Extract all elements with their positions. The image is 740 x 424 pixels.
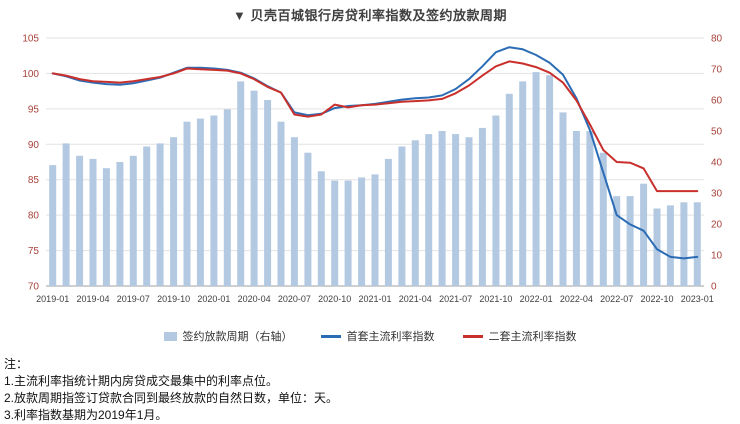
svg-text:2021-07: 2021-07 (439, 294, 472, 304)
svg-text:70: 70 (28, 282, 40, 293)
legend-label-loan-cycle: 签约放款周期（右轴） (182, 331, 293, 343)
svg-text:20: 20 (711, 220, 723, 231)
svg-text:2020-07: 2020-07 (278, 294, 311, 304)
svg-text:90: 90 (28, 140, 40, 151)
svg-text:2021-10: 2021-10 (479, 294, 512, 304)
svg-text:2021-04: 2021-04 (399, 294, 432, 304)
footnotes: 注： 1.主流利率指统计期内房贷成交最集中的利率点位。 2.放款周期指签订贷款合… (4, 356, 740, 424)
svg-text:2020-10: 2020-10 (318, 294, 351, 304)
footnote-line-1: 1.主流利率指统计期内房贷成交最集中的利率点位。 (4, 374, 279, 389)
svg-text:30: 30 (711, 189, 723, 200)
svg-text:75: 75 (28, 246, 40, 257)
svg-text:0: 0 (711, 282, 717, 293)
footnote-line-3: 3.利率指数基期为2019年1月。 (4, 408, 168, 423)
svg-text:2019-01: 2019-01 (36, 294, 69, 304)
svg-text:100: 100 (22, 69, 39, 80)
svg-text:50: 50 (711, 127, 723, 138)
legend-label-second-home: 二套主流利率指数 (488, 331, 577, 343)
svg-text:2022-10: 2022-10 (640, 294, 673, 304)
svg-text:2023-01: 2023-01 (681, 294, 714, 304)
legend-item-second-home: 二套主流利率指数 (462, 328, 577, 344)
svg-text:2019-04: 2019-04 (76, 294, 109, 304)
svg-text:2022-04: 2022-04 (560, 294, 593, 304)
chart-title: ▼ 贝壳百城银行房贷利率指数及签约放款周期 (233, 8, 507, 23)
svg-text:2021-01: 2021-01 (358, 294, 391, 304)
svg-text:80: 80 (28, 211, 40, 222)
legend-label-first-home: 首套主流利率指数 (346, 331, 435, 343)
legend-item-loan-cycle: 签约放款周期（右轴） (163, 328, 293, 344)
mortgage-rate-chart: 70 75 80 85 90 95 100 105 0 10 20 30 40 50 60 70 80 2019-… (22, 34, 723, 305)
svg-text:40: 40 (711, 158, 723, 169)
svg-text:2020-04: 2020-04 (238, 294, 271, 304)
svg-text:2022-01: 2022-01 (520, 294, 553, 304)
legend-bar-swatch (163, 331, 177, 341)
footnote-line-2: 2.放款周期指签订贷款合同到最终放款的自然日数，单位：天。 (4, 391, 339, 406)
svg-text:2020-01: 2020-01 (197, 294, 230, 304)
svg-text:60: 60 (711, 96, 723, 107)
svg-text:70: 70 (711, 65, 723, 76)
svg-text:80: 80 (711, 34, 723, 45)
svg-text:95: 95 (28, 104, 40, 115)
svg-text:105: 105 (22, 34, 39, 45)
legend-item-first-home: 首套主流利率指数 (320, 328, 435, 344)
footnote-heading: 注： (4, 357, 29, 371)
svg-text:85: 85 (28, 175, 40, 186)
chart-legend: 签约放款周期（右轴） 首套主流利率指数 二套主流利率指数 (0, 326, 740, 346)
legend-second-line-swatch (462, 334, 483, 338)
svg-text:2019-07: 2019-07 (117, 294, 150, 304)
svg-text:2019-10: 2019-10 (157, 294, 190, 304)
svg-text:2022-07: 2022-07 (600, 294, 633, 304)
svg-text:10: 10 (711, 251, 723, 262)
legend-first-line-swatch (320, 334, 341, 338)
